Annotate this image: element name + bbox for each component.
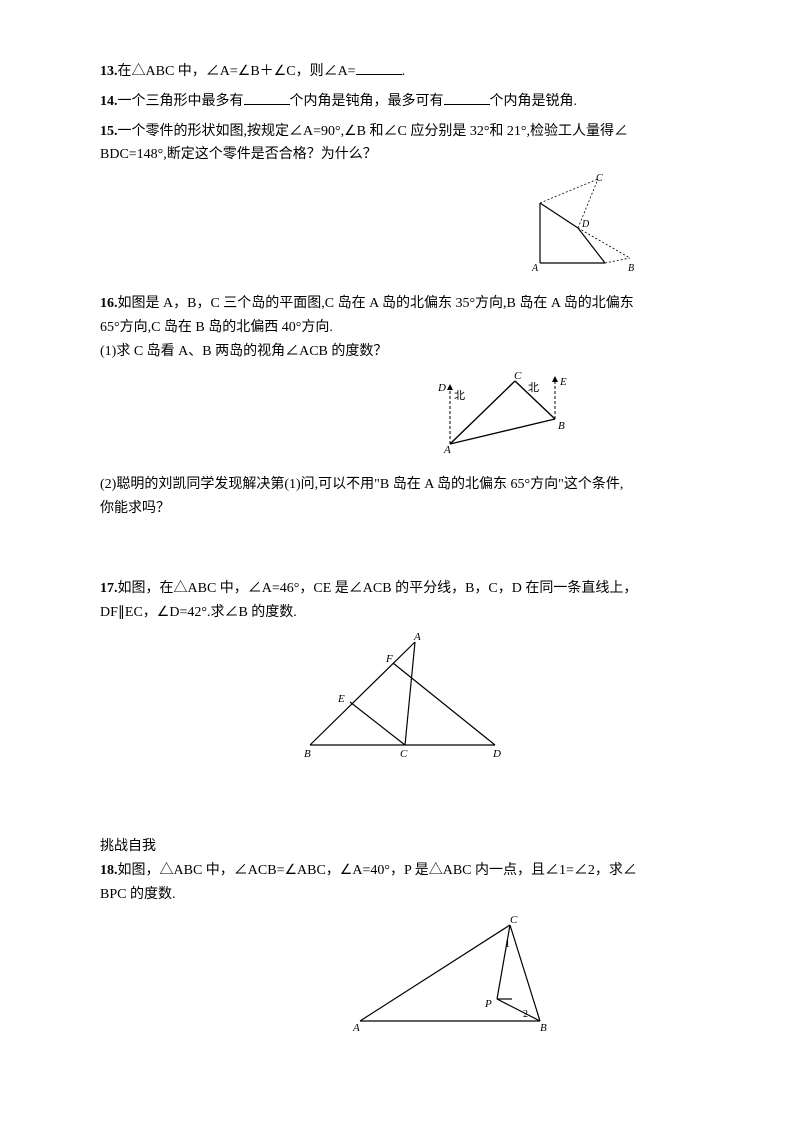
q16-part2a: (2)聪明的刘凯同学发现解决第(1)问,可以不用"B 岛在 A 岛的北偏东 65… <box>100 477 623 492</box>
fig16-label-a: A <box>443 444 451 454</box>
q17-line2: DF∥EC，∠D=42°.求∠B 的度数. <box>100 605 297 620</box>
q16-line2: 65°方向,C 岛在 B 岛的北偏西 40°方向. <box>100 320 333 335</box>
q16-part2b: 你能求吗？ <box>100 501 170 516</box>
problem-18: 18.如图，△ABC 中，∠ACB=∠ABC，∠A=40°，P 是△ABC 内一… <box>100 859 700 907</box>
q13-blank <box>356 60 402 75</box>
q13-text-a: 在△ABC 中，∠A=∠B＋∠C，则∠A= <box>118 64 356 79</box>
problem-14: 14.一个三角形中最多有 个内角是钝角，最多可有 个内角是锐角. <box>100 90 700 114</box>
problem-15: 15.一个零件的形状如图,按规定∠A=90°,∠B 和∠C 应分别是 32°和 … <box>100 120 700 168</box>
q14-text-c: 个内角是锐角. <box>490 94 578 109</box>
fig16-label-e: E <box>559 376 567 388</box>
problem-17: 17.如图，在△ABC 中，∠A=46°，CE 是∠ACB 的平分线，B，C，D… <box>100 577 700 625</box>
q14-blank1 <box>244 90 290 105</box>
q16-part1: (1)求 C 岛看 A、B 两岛的视角∠ACB 的度数？ <box>100 344 387 359</box>
q18-line1: 如图，△ABC 中，∠ACB=∠ABC，∠A=40°，P 是△ABC 内一点，且… <box>118 863 637 878</box>
fig17-label-d: D <box>492 748 501 760</box>
q18-line2: BPC 的度数. <box>100 887 175 902</box>
q13-num: 13. <box>100 64 118 79</box>
q14-blank2 <box>444 90 490 105</box>
fig18-label-2: 2 <box>523 1009 528 1020</box>
fig18-label-b: B <box>540 1022 547 1033</box>
fig18-label-p: P <box>484 998 492 1010</box>
figure-16: D 北 C 北 E B A <box>100 369 700 463</box>
fig18-label-1: 1 <box>505 939 510 950</box>
page: 13.在△ABC 中，∠A=∠B＋∠C，则∠A=. 14.一个三角形中最多有 个内… <box>0 0 800 1091</box>
fig15-svg: A B C D <box>530 173 640 273</box>
fig17-svg: A B C D E F <box>290 630 510 760</box>
fig15-label-d: D <box>581 219 590 230</box>
q14-text-b: 个内角是钝角，最多可有 <box>290 94 444 109</box>
q17-num: 17. <box>100 581 118 596</box>
fig17-label-a: A <box>413 631 421 643</box>
q16-num: 16. <box>100 296 118 311</box>
fig16-label-d: D <box>437 382 446 394</box>
spacer-1 <box>100 527 700 577</box>
problem-13: 13.在△ABC 中，∠A=∠B＋∠C，则∠A=. <box>100 60 700 84</box>
fig18-svg: A B C P 1 2 <box>345 913 555 1033</box>
fig16-svg: D 北 C 北 E B A <box>410 369 580 454</box>
section-label-text: 挑战自我 <box>100 839 156 854</box>
fig15-label-c: C <box>596 173 603 184</box>
q15-line1: 一个零件的形状如图,按规定∠A=90°,∠B 和∠C 应分别是 32°和 21°… <box>118 124 629 139</box>
fig18-label-a: A <box>352 1022 360 1033</box>
q14-text-a: 一个三角形中最多有 <box>118 94 244 109</box>
spacer-2 <box>100 779 700 809</box>
figure-15: A B C D <box>100 173 700 282</box>
fig17-label-e: E <box>337 693 345 705</box>
q18-num: 18. <box>100 863 118 878</box>
q17-line1: 如图，在△ABC 中，∠A=46°，CE 是∠ACB 的平分线，B，C，D 在同… <box>118 581 638 596</box>
figure-18: A B C P 1 2 <box>100 913 700 1042</box>
q15-line2: BDC=148°,断定这个零件是否合格？为什么？ <box>100 147 377 162</box>
q16-line1: 如图是 A，B，C 三个岛的平面图,C 岛在 A 岛的北偏东 35°方向,B 岛… <box>118 296 634 311</box>
fig17-label-f: F <box>385 653 393 665</box>
q14-num: 14. <box>100 94 118 109</box>
q15-num: 15. <box>100 124 118 139</box>
fig18-label-c: C <box>510 914 518 926</box>
q13-text-b: . <box>402 64 406 79</box>
fig17-label-b: B <box>304 748 311 760</box>
fig16-label-c: C <box>514 370 522 382</box>
fig17-label-c: C <box>400 748 408 760</box>
fig16-north2: 北 <box>528 381 539 394</box>
fig16-label-b: B <box>558 420 565 432</box>
fig15-label-b: B <box>628 263 634 273</box>
figure-17: A B C D E F <box>100 630 700 769</box>
problem-16: 16.如图是 A，B，C 三个岛的平面图,C 岛在 A 岛的北偏东 35°方向,… <box>100 292 700 363</box>
fig16-north1: 北 <box>454 389 465 402</box>
fig15-label-a: A <box>531 263 539 273</box>
section-challenge: 挑战自我 <box>100 835 700 859</box>
problem-16-part2: (2)聪明的刘凯同学发现解决第(1)问,可以不用"B 岛在 A 岛的北偏东 65… <box>100 473 700 521</box>
